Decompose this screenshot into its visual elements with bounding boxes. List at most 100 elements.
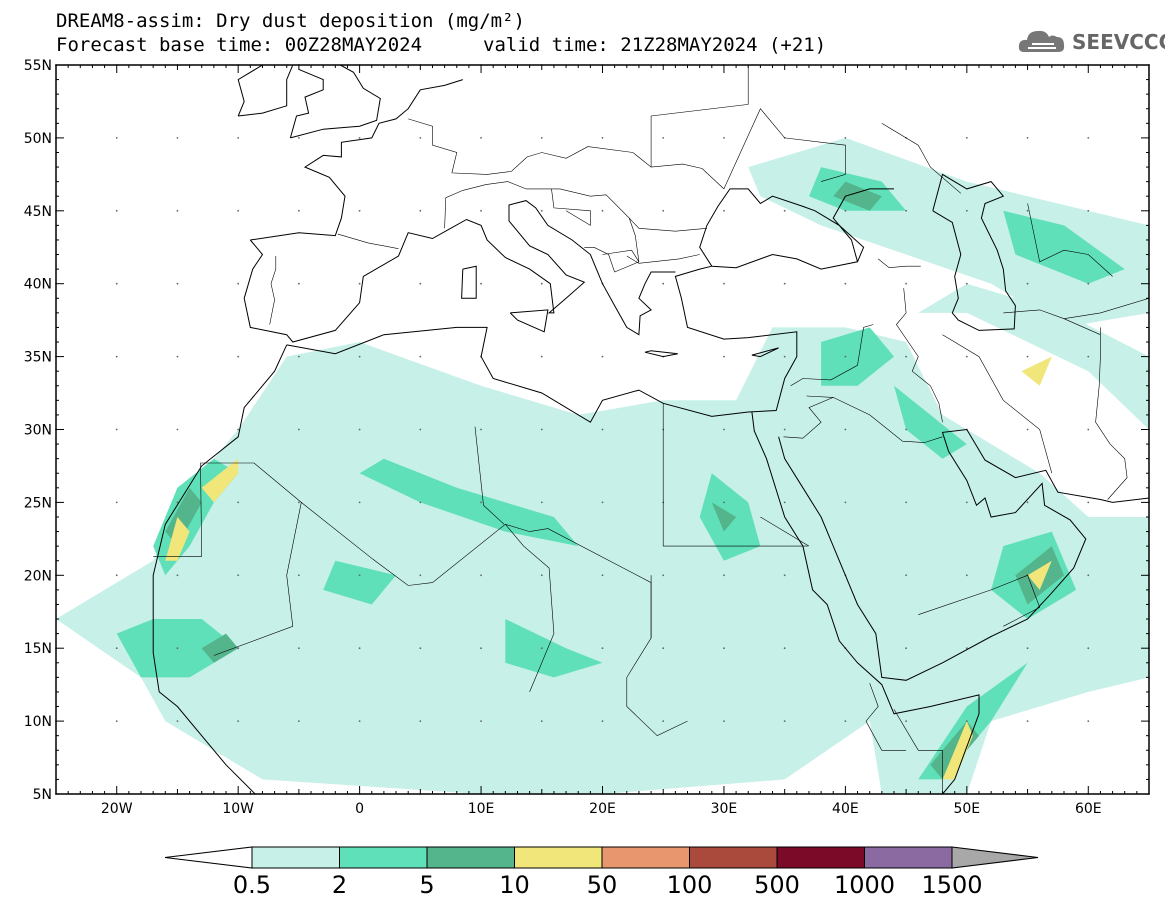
border-12 <box>865 683 907 751</box>
coastline-5 <box>250 79 463 241</box>
colorbar-low-arrow <box>164 846 253 869</box>
colorbar-box <box>514 846 603 869</box>
axis-ticks: 20W 10W 0 10E 20E 30E 40E 50E 60E 55N 50N 45N 40N 35N… <box>24 58 1150 817</box>
border-27 <box>551 188 591 226</box>
grid-dot <box>540 355 543 358</box>
grid-dot <box>358 209 361 212</box>
grid-dot <box>783 574 786 577</box>
grid-dot <box>601 574 604 577</box>
grid-dot <box>905 574 908 577</box>
dust-region-22 <box>165 517 190 561</box>
lon-tick-label: 20W <box>101 801 133 817</box>
grid-dot <box>419 355 422 358</box>
grid-dot <box>601 647 604 650</box>
colorbar: 0.5 2 5 10 50 100 500 1000 1500 <box>164 846 1039 899</box>
coastline-12 <box>932 173 1016 331</box>
grid-dot <box>1087 428 1090 431</box>
lon-tick-label: 0 <box>355 801 364 817</box>
grid-dot <box>905 720 908 722</box>
coastline-2 <box>286 265 798 423</box>
grid-dot <box>419 137 422 139</box>
dust-region-25 <box>942 721 973 780</box>
border-18 <box>878 258 921 269</box>
grid-dot <box>358 137 361 139</box>
grid-dot <box>1026 209 1029 212</box>
colorbar-label: 50 <box>587 871 618 899</box>
grid-dot <box>662 720 665 722</box>
grid-dot <box>662 647 665 650</box>
grid-dot <box>176 720 179 722</box>
grid-dot <box>237 282 240 285</box>
grid-dot <box>297 209 300 212</box>
grid-dot <box>1087 209 1090 212</box>
border-22 <box>269 256 277 325</box>
colorbar-box <box>339 846 428 869</box>
lat-tick-label: 10N <box>24 714 52 730</box>
grid-dot <box>115 720 118 722</box>
colorbar-box <box>776 846 865 869</box>
map-title: DREAM8-assim: Dry dust deposition (mg/m²… <box>56 10 525 32</box>
dust-region-13 <box>505 619 603 678</box>
grid-dot <box>905 355 908 358</box>
grid-dot <box>601 355 604 358</box>
grid-dot <box>480 574 482 577</box>
coastline-13 <box>644 350 678 358</box>
grid-dot <box>237 574 240 577</box>
grid-dot <box>115 355 118 358</box>
lon-tick-label: 50E <box>953 801 980 817</box>
grid-dot <box>176 282 179 285</box>
dust-region-23 <box>1027 560 1052 590</box>
grid-dot <box>540 428 543 431</box>
grid-dot <box>844 720 847 722</box>
grid-dot <box>237 501 240 504</box>
lon-tick-label: 10W <box>222 801 254 817</box>
border-7 <box>790 324 874 387</box>
grid-dot <box>662 574 665 577</box>
grid-dot <box>297 574 300 577</box>
colorbar-box <box>426 846 515 869</box>
grid-dot <box>115 282 118 285</box>
grid-dot <box>844 209 847 212</box>
dust-region-21 <box>201 458 239 503</box>
lon-tick-label: 20E <box>589 801 616 817</box>
coastline-15 <box>461 265 477 299</box>
colorbar-label: 5 <box>419 871 434 899</box>
grid-dot <box>1026 428 1029 431</box>
grid-dot <box>601 137 604 139</box>
grid-dot <box>1026 282 1029 285</box>
dust-deposition-layer <box>56 137 1149 794</box>
border-4 <box>662 403 808 547</box>
grid-dot <box>844 501 847 504</box>
grid-dot <box>601 428 604 431</box>
seevccc-logo: SEEVCCC <box>1016 22 1165 62</box>
grid-dot <box>1087 574 1090 577</box>
grid-dot <box>783 209 786 212</box>
coastline-11 <box>832 188 894 262</box>
grid-dot <box>601 501 604 504</box>
grid-dot <box>419 282 422 285</box>
grid-dot <box>176 355 179 358</box>
border-8 <box>806 395 943 443</box>
grid-dot <box>1026 647 1029 650</box>
grid-dot <box>237 647 240 650</box>
grid-dot <box>540 720 543 722</box>
grid-dot <box>480 428 482 431</box>
grid-dot <box>358 574 361 577</box>
grid-dot <box>783 647 786 650</box>
grid-dot <box>480 137 482 139</box>
grid-dot <box>176 574 179 577</box>
grid-dot <box>237 720 240 722</box>
grid-dot <box>601 720 604 722</box>
grid-dot <box>783 428 786 431</box>
grid-dot <box>540 501 543 504</box>
lat-tick-label: 25N <box>24 495 52 511</box>
grid-dot <box>662 137 665 139</box>
grid-dot <box>540 282 543 285</box>
colorbar-box <box>864 846 953 869</box>
grid-dot <box>844 428 847 431</box>
grid-dot <box>905 209 908 212</box>
grid-dot <box>297 720 300 722</box>
coastlines <box>152 65 1149 794</box>
grid-dot <box>115 501 118 504</box>
